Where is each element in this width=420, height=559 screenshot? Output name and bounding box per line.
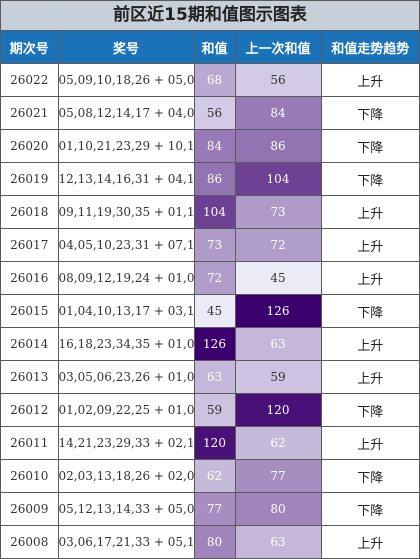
trend-cell: 下降: [320, 96, 419, 130]
header-period: 期次号: [1, 31, 59, 64]
numbers-cell: 09,11,19,30,35 + 01,12: [57, 195, 195, 229]
prev-sum-cell: 84: [234, 96, 322, 130]
trend-cell: 上升: [320, 525, 419, 558]
period-cell: 26019: [1, 162, 59, 196]
table-row: 26009 05,12,13,14,33 + 05,08 77 80 下降: [1, 492, 419, 526]
table-row: 26011 14,21,23,29,33 + 02,10 120 62 上升: [1, 426, 419, 460]
period-cell: 26021: [1, 96, 59, 130]
period-cell: 26013: [1, 360, 59, 394]
sum-cell: 86: [193, 162, 236, 196]
header-row: 期次号 奖号 和值 上一次和值 和值走势趋势: [1, 31, 419, 64]
trend-cell: 上升: [320, 195, 419, 229]
period-cell: 26016: [1, 261, 59, 295]
period-cell: 26014: [1, 327, 59, 361]
numbers-cell: 02,03,13,18,26 + 02,09: [57, 459, 195, 493]
sum-cell: 68: [193, 63, 236, 97]
numbers-cell: 01,02,09,22,25 + 01,06: [57, 393, 195, 427]
table-row: 26018 09,11,19,30,35 + 01,12 104 73 上升: [1, 195, 419, 229]
numbers-cell: 16,18,23,34,35 + 01,06: [57, 327, 195, 361]
table-row: 26014 16,18,23,34,35 + 01,06 126 63 上升: [1, 327, 419, 361]
prev-sum-cell: 86: [234, 129, 322, 163]
sum-cell: 72: [193, 261, 236, 295]
sum-cell: 126: [193, 327, 236, 361]
trend-cell: 上升: [320, 327, 419, 361]
page-title: 前区近15期和值图示图表: [1, 1, 419, 31]
trend-cell: 上升: [320, 63, 419, 97]
trend-cell: 上升: [320, 360, 419, 394]
sum-cell: 45: [193, 294, 236, 328]
table-row: 26008 03,06,17,21,33 + 05,11 80 63 上升: [1, 525, 419, 558]
prev-sum-cell: 73: [234, 195, 322, 229]
period-cell: 26018: [1, 195, 59, 229]
numbers-cell: 03,06,17,21,33 + 05,11: [57, 525, 195, 558]
period-cell: 26022: [1, 63, 59, 97]
numbers-cell: 04,05,10,23,31 + 07,12: [57, 228, 195, 262]
table-row: 26010 02,03,13,18,26 + 02,09 62 77 下降: [1, 459, 419, 493]
period-cell: 26010: [1, 459, 59, 493]
prev-sum-cell: 120: [234, 393, 322, 427]
table-row: 26013 03,05,06,23,26 + 01,04 63 59 上升: [1, 360, 419, 394]
numbers-cell: 05,12,13,14,33 + 05,08: [57, 492, 195, 526]
numbers-cell: 05,09,10,18,26 + 05,06: [57, 63, 195, 97]
prev-sum-cell: 56: [234, 63, 322, 97]
table-row: 26012 01,02,09,22,25 + 01,06 59 120 下降: [1, 393, 419, 427]
table-row: 26020 01,10,21,23,29 + 10,12 84 86 下降: [1, 129, 419, 163]
prev-sum-cell: 59: [234, 360, 322, 394]
sum-cell: 56: [193, 96, 236, 130]
numbers-cell: 01,10,21,23,29 + 10,12: [57, 129, 195, 163]
table-row: 26021 05,08,12,14,17 + 04,05 56 84 下降: [1, 96, 419, 130]
header-prev-sum: 上一次和值: [234, 31, 322, 64]
trend-cell: 下降: [320, 162, 419, 196]
sum-cell: 63: [193, 360, 236, 394]
numbers-cell: 05,08,12,14,17 + 04,05: [57, 96, 195, 130]
numbers-cell: 01,04,10,13,17 + 03,11: [57, 294, 195, 328]
table-row: 26019 12,13,14,16,31 + 04,12 86 104 下降: [1, 162, 419, 196]
table-row: 26022 05,09,10,18,26 + 05,06 68 56 上升: [1, 63, 419, 97]
prev-sum-cell: 126: [234, 294, 322, 328]
prev-sum-cell: 72: [234, 228, 322, 262]
period-cell: 26012: [1, 393, 59, 427]
sum-cell: 62: [193, 459, 236, 493]
header-numbers: 奖号: [57, 31, 195, 64]
period-cell: 26008: [1, 525, 59, 558]
trend-cell: 下降: [320, 129, 419, 163]
table-row: 26017 04,05,10,23,31 + 07,12 73 72 上升: [1, 228, 419, 262]
data-table: 期次号 奖号 和值 上一次和值 和值走势趋势 26022 05,09,10,18,…: [1, 31, 419, 558]
period-cell: 26017: [1, 228, 59, 262]
prev-sum-cell: 62: [234, 426, 322, 460]
numbers-cell: 08,09,12,19,24 + 01,06: [57, 261, 195, 295]
period-cell: 26015: [1, 294, 59, 328]
prev-sum-cell: 77: [234, 459, 322, 493]
sum-cell: 73: [193, 228, 236, 262]
period-cell: 26011: [1, 426, 59, 460]
table-row: 26016 08,09,12,19,24 + 01,06 72 45 上升: [1, 261, 419, 295]
prev-sum-cell: 80: [234, 492, 322, 526]
trend-cell: 下降: [320, 393, 419, 427]
prev-sum-cell: 63: [234, 327, 322, 361]
sum-cell: 120: [193, 426, 236, 460]
header-trend: 和值走势趋势: [320, 31, 419, 64]
period-cell: 26009: [1, 492, 59, 526]
trend-cell: 上升: [320, 426, 419, 460]
prev-sum-cell: 104: [234, 162, 322, 196]
sum-cell: 84: [193, 129, 236, 163]
sum-cell: 104: [193, 195, 236, 229]
sum-cell: 80: [193, 525, 236, 558]
period-cell: 26020: [1, 129, 59, 163]
header-sum: 和值: [193, 31, 236, 64]
trend-cell: 上升: [320, 228, 419, 262]
numbers-cell: 03,05,06,23,26 + 01,04: [57, 360, 195, 394]
prev-sum-cell: 63: [234, 525, 322, 558]
prev-sum-cell: 45: [234, 261, 322, 295]
trend-cell: 下降: [320, 294, 419, 328]
trend-cell: 下降: [320, 492, 419, 526]
numbers-cell: 14,21,23,29,33 + 02,10: [57, 426, 195, 460]
numbers-cell: 12,13,14,16,31 + 04,12: [57, 162, 195, 196]
table-row: 26015 01,04,10,13,17 + 03,11 45 126 下降: [1, 294, 419, 328]
sum-cell: 59: [193, 393, 236, 427]
trend-cell: 下降: [320, 459, 419, 493]
trend-cell: 上升: [320, 261, 419, 295]
sum-cell: 77: [193, 492, 236, 526]
